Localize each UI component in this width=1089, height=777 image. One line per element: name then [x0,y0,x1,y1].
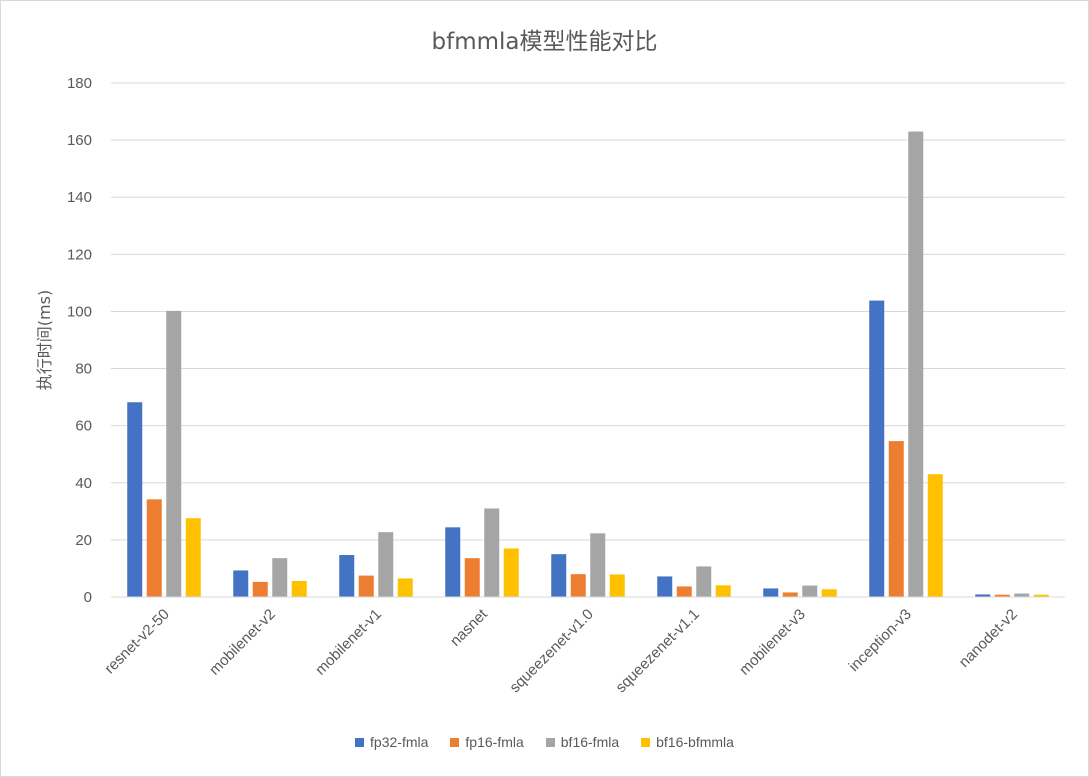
bar-fp32-fmla [869,300,885,597]
y-tick-label: 40 [75,475,92,492]
bar-fp16-fmla [464,558,480,597]
y-tick-label: 60 [75,418,92,435]
bar-bf16-fmla [590,533,606,597]
x-tick-label: mobilenet-v3 [736,606,809,679]
y-tick-label: 160 [67,132,92,149]
y-tick-label: 180 [67,75,92,92]
x-tick-label: inception-v3 [846,606,915,675]
bar-fp16-fmla [146,499,162,597]
bar-fp32-fmla [657,576,673,597]
bar-fp16-fmla [994,594,1010,597]
x-tick-label: nasnet [447,605,491,649]
bar-bf16-fmla [378,532,394,597]
legend-swatch [545,737,555,747]
bar-fp32-fmla [763,588,779,597]
bar-fp32-fmla [551,554,567,597]
bar-bf16-fmla [484,508,500,597]
x-tick-label: mobilenet-v1 [312,606,385,679]
bar-bf16-bfmmla [185,518,201,597]
bar-bf16-bfmmla [503,548,519,597]
y-tick-label: 100 [67,303,92,320]
bar-fp32-fmla [127,402,143,597]
bar-fp16-fmla [358,575,374,597]
bar-bf16-bfmmla [1033,594,1049,597]
bar-fp32-fmla [233,570,249,597]
legend: fp32-fmla fp16-fmla bf16-fmla bf16-bfmmla [0,734,1089,750]
bar-bf16-bfmmla [291,581,307,597]
bar-bf16-bfmmla [715,585,731,597]
bar-bf16-bfmmla [609,574,625,597]
legend-item: fp32-fmla [355,734,428,750]
x-tick-label: nanodet-v2 [956,606,1021,671]
bar-fp16-fmla [782,592,798,597]
legend-item: bf16-bfmmla [641,734,734,750]
x-tick-label: mobilenet-v2 [206,606,279,679]
bar-bf16-fmla [166,310,182,597]
x-tick-label: resnet-v2-50 [101,606,173,678]
bar-bf16-bfmmla [821,589,837,597]
y-tick-label: 140 [67,189,92,206]
y-axis-label: 执行时间(ms) [35,290,54,390]
legend-swatch [355,737,365,747]
bar-fp32-fmla [975,594,991,597]
bar-bf16-fmla [1014,593,1030,597]
bar-fp16-fmla [888,441,904,597]
bar-bf16-fmla [696,566,712,597]
bar-fp32-fmla [339,555,355,597]
y-tick-label: 0 [84,589,92,606]
bar-bf16-fmla [272,558,288,597]
legend-label: fp16-fmla [465,734,524,750]
legend-swatch [641,737,651,747]
x-tick-label: squeezenet-v1.1 [612,606,702,696]
y-tick-label: 20 [75,532,92,549]
bar-bf16-fmla [908,131,924,598]
legend-item: fp16-fmla [450,734,524,750]
legend-label: fp32-fmla [370,734,429,750]
bar-fp32-fmla [445,527,461,597]
bar-bf16-bfmmla [927,474,943,597]
legend-swatch [450,737,460,747]
legend-label: bf16-bfmmla [656,734,734,750]
bar-fp16-fmla [676,586,692,597]
y-tick-label: 120 [67,246,92,263]
chart-title: bfmmla模型性能对比 [431,29,658,55]
bar-bf16-bfmmla [397,578,413,597]
y-tick-label: 80 [75,361,92,378]
x-tick-label: squeezenet-v1.0 [506,606,596,696]
legend-item: bf16-fmla [545,734,620,750]
bar-fp16-fmla [570,574,586,597]
bar-fp16-fmla [252,581,268,597]
legend-label: bf16-fmla [560,734,620,750]
bar-bf16-fmla [802,585,818,597]
